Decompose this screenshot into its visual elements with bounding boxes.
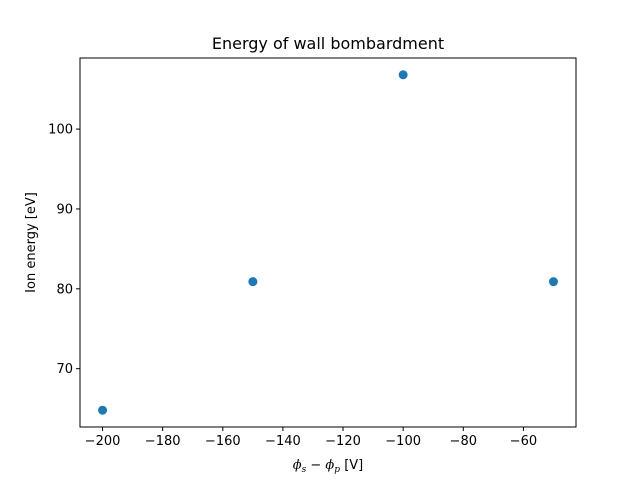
y-tick-label: 70 [56, 362, 73, 377]
x-label-phi-p: ϕ [325, 458, 334, 473]
x-tick-label: −140 [265, 434, 301, 449]
x-axis-ticks: −200 −180 −160 −140 −120 −100 −80 −60 [85, 427, 537, 449]
y-tick-label: 100 [48, 123, 73, 138]
y-tick-label: 80 [56, 282, 73, 297]
x-tick-label: −100 [385, 434, 421, 449]
x-tick-label: −80 [450, 434, 477, 449]
x-label-sub-s: s [302, 465, 307, 475]
data-point [248, 277, 258, 287]
x-label-phi-s: ϕ [293, 458, 302, 473]
y-axis-label: Ion energy [eV] [24, 192, 39, 293]
x-label-unit: [V] [340, 458, 363, 473]
data-point [98, 405, 108, 415]
data-point [548, 277, 558, 287]
x-axis-label: ϕs − ϕp [V] [293, 458, 363, 475]
y-tick-label: 90 [56, 202, 73, 217]
data-point [398, 70, 408, 80]
x-tick-label: −200 [85, 434, 121, 449]
x-tick-label: −160 [205, 434, 241, 449]
x-label-minus: − [306, 458, 325, 473]
data-points [98, 70, 558, 415]
plot-frame [79, 57, 577, 428]
y-axis-ticks: 70 80 90 100 [48, 123, 80, 377]
x-tick-label: −120 [325, 434, 361, 449]
x-tick-label: −60 [510, 434, 537, 449]
x-tick-label: −180 [145, 434, 181, 449]
x-label-sub-p: p [334, 465, 340, 475]
chart-title: Energy of wall bombardment [212, 34, 444, 53]
